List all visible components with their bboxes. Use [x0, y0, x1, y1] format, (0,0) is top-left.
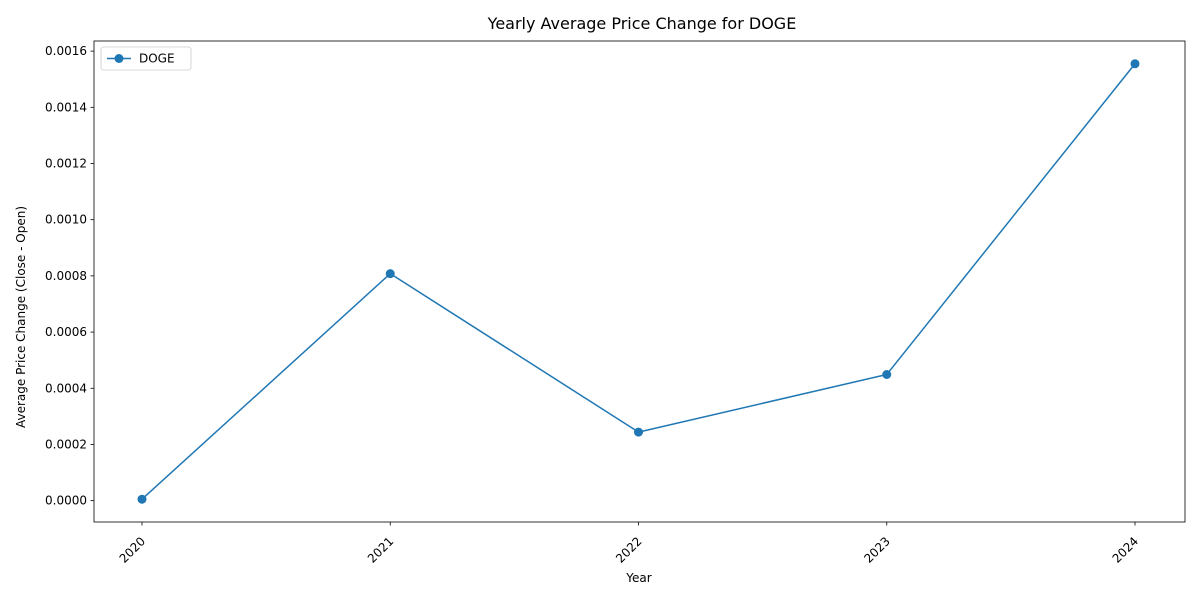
legend-box: [100, 46, 192, 71]
y-tick-label: 0.0000: [45, 494, 87, 508]
y-tick-label: 0.0014: [45, 100, 87, 114]
y-tick-label: 0.0010: [45, 213, 87, 227]
y-tick-label: 0.0004: [45, 381, 87, 395]
chart-title: Yearly Average Price Change for DOGE: [487, 14, 797, 33]
y-tick-label: 0.0008: [45, 269, 87, 283]
data-point: [137, 494, 147, 504]
data-point: [634, 427, 643, 437]
x-axis-label: Year: [625, 571, 651, 585]
axes-frame: [93, 40, 1186, 523]
y-tick-label: 0.0006: [45, 325, 87, 339]
legend-label: DOGE: [139, 52, 175, 66]
y-tick-label: 0.0012: [45, 156, 87, 170]
data-point: [1130, 59, 1140, 69]
legend-marker: [114, 54, 124, 63]
data-point: [385, 269, 395, 279]
y-axis-label: Average Price Change (Close - Open): [14, 206, 28, 428]
y-tick-label: 0.0002: [45, 437, 87, 451]
data-point: [882, 369, 892, 379]
y-tick-label: 0.0016: [45, 44, 87, 58]
